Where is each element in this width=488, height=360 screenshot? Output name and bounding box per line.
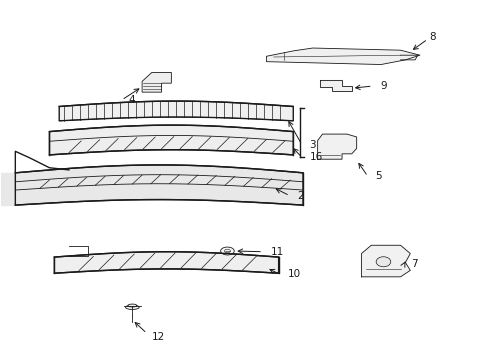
Text: 3: 3	[309, 140, 315, 150]
Polygon shape	[142, 72, 171, 92]
Polygon shape	[320, 80, 351, 91]
Ellipse shape	[125, 305, 139, 310]
Text: 11: 11	[270, 247, 283, 257]
Polygon shape	[15, 165, 303, 205]
Text: 16: 16	[309, 152, 322, 162]
Text: 4: 4	[129, 95, 135, 105]
Polygon shape	[54, 252, 278, 273]
Polygon shape	[59, 101, 293, 121]
Ellipse shape	[128, 304, 137, 307]
Text: 9: 9	[379, 81, 386, 91]
Polygon shape	[266, 48, 419, 64]
Text: 7: 7	[410, 259, 417, 269]
Text: 5: 5	[374, 171, 381, 181]
Ellipse shape	[375, 257, 390, 267]
Polygon shape	[49, 125, 293, 155]
Text: 12: 12	[152, 332, 165, 342]
Text: 8: 8	[428, 32, 434, 41]
Text: 10: 10	[287, 269, 300, 279]
Text: 2: 2	[297, 191, 303, 201]
Polygon shape	[317, 134, 356, 159]
Ellipse shape	[220, 247, 234, 255]
Polygon shape	[361, 245, 409, 277]
